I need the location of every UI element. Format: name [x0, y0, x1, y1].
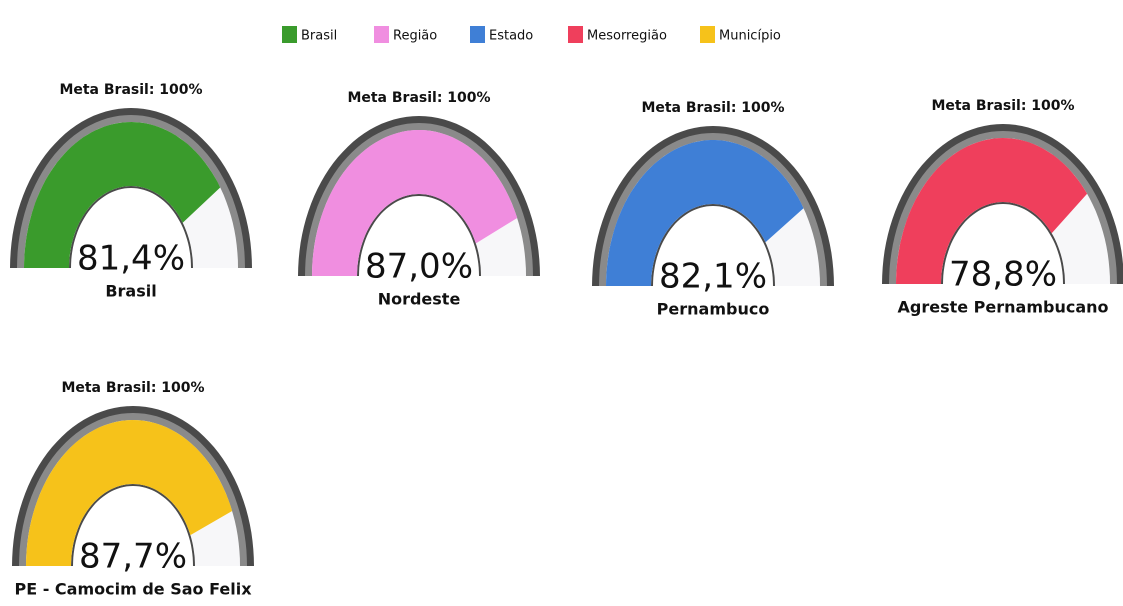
gauge-value-label: 87,0%: [365, 247, 473, 287]
gauge-title: Meta Brasil: 100%: [347, 90, 490, 106]
gauge-value-label: 87,7%: [79, 537, 187, 577]
legend-swatch: [282, 26, 297, 43]
gauge-value-label: 78,8%: [949, 255, 1057, 295]
legend-swatch: [568, 26, 583, 43]
legend-label: Município: [719, 29, 781, 44]
legend-swatch: [700, 26, 715, 43]
legend-label: Estado: [489, 29, 533, 44]
gauge-value-arc: [896, 138, 1088, 284]
gauge-value-label: 81,4%: [77, 239, 185, 279]
gauge-title: Meta Brasil: 100%: [641, 100, 784, 116]
gauge-title: Meta Brasil: 100%: [931, 98, 1074, 114]
gauge-value-arc: [606, 140, 804, 286]
legend-swatch: [470, 26, 485, 43]
gauge-title: Meta Brasil: 100%: [59, 82, 202, 98]
legend-swatch: [374, 26, 389, 43]
gauge-value-arc: [312, 130, 518, 276]
legend-label: Região: [393, 29, 437, 44]
gauge-value-arc: [24, 122, 221, 268]
gauge-category: Pernambuco: [657, 300, 770, 319]
gauge-category: PE - Camocim de Sao Felix: [14, 580, 252, 599]
legend-label: Brasil: [301, 29, 337, 44]
gauge-value-arc: [26, 420, 233, 566]
gauge-title: Meta Brasil: 100%: [61, 380, 204, 396]
gauge-value-label: 82,1%: [659, 257, 767, 297]
legend-label: Mesorregião: [587, 29, 667, 44]
gauge-category: Nordeste: [378, 290, 461, 309]
gauge-category: Brasil: [105, 282, 156, 301]
gauge-category: Agreste Pernambucano: [897, 298, 1108, 317]
